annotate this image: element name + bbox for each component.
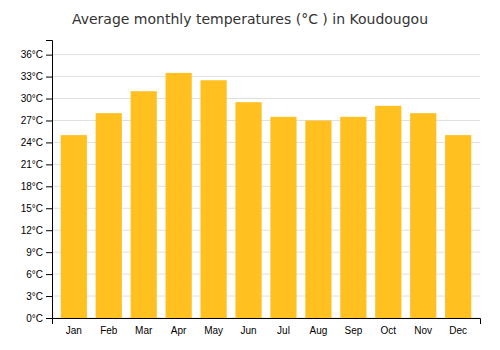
grid-line: [52, 76, 480, 77]
x-tick-label: Jun: [240, 325, 256, 336]
x-tick: Dec: [449, 325, 467, 336]
y-tick-label: 36°C: [21, 49, 43, 60]
x-tick: Nov: [414, 325, 432, 336]
x-tick: Apr: [171, 325, 187, 336]
chart-container: 0°C 3°C 6°C 9°C 12°C 15°C 18°C 21°C 24°C 27°C 30°C…: [0, 0, 500, 350]
x-tick: May: [204, 325, 223, 336]
y-tick-label: 30°C: [21, 93, 43, 104]
y-axis-line: [46, 41, 53, 319]
y-tick-mark: [46, 77, 52, 78]
y-tick-mark: [46, 296, 52, 297]
bar: [96, 113, 122, 318]
y-tick: 0°C: [26, 313, 52, 324]
y-tick-label: 24°C: [21, 137, 43, 148]
y-axis: 0°C 3°C 6°C 9°C 12°C 15°C 18°C 21°C 24°C 27°C 30°C…: [21, 41, 53, 324]
y-tick-mark: [46, 274, 52, 275]
y-tick: 3°C: [26, 291, 52, 302]
x-tick-label: Oct: [381, 325, 397, 336]
bar: [375, 106, 401, 318]
y-tick-label: 18°C: [21, 181, 43, 192]
y-tick-mark: [46, 164, 52, 165]
bars: [61, 73, 472, 318]
x-tick: Jul: [277, 325, 290, 336]
y-tick: 33°C: [21, 71, 52, 82]
y-tick: 18°C: [21, 181, 52, 192]
bar: [200, 80, 226, 318]
chart: 0°C 3°C 6°C 9°C 12°C 15°C 18°C 21°C 24°C 27°C 30°C…: [0, 0, 500, 350]
y-tick-label: 9°C: [26, 247, 43, 258]
x-tick: Mar: [135, 325, 153, 336]
y-tick-mark: [46, 142, 52, 143]
x-tick-label: Apr: [171, 325, 187, 336]
y-tick: 12°C: [21, 225, 52, 236]
y-tick: 24°C: [21, 137, 52, 148]
y-tick: 15°C: [21, 203, 52, 214]
y-tick-label: 33°C: [21, 71, 43, 82]
y-tick: 27°C: [21, 115, 52, 126]
bar: [131, 91, 157, 318]
y-tick-mark: [46, 99, 52, 100]
x-tick-label: Aug: [310, 325, 328, 336]
y-tick-mark: [46, 230, 52, 231]
x-axis: Jan Feb Mar Apr May Jun Jul Aug Sep Oct Nov Dec: [53, 319, 481, 337]
x-tick: Aug: [310, 325, 328, 336]
y-tick-mark: [46, 186, 52, 187]
y-tick-mark: [46, 208, 52, 209]
bar: [166, 73, 192, 318]
y-tick-label: 21°C: [21, 159, 43, 170]
x-axis-line: [53, 319, 481, 325]
y-tick-label: 12°C: [21, 225, 43, 236]
x-tick: Oct: [381, 325, 397, 336]
y-tick-label: 0°C: [26, 313, 43, 324]
grid-line: [52, 54, 480, 55]
bar: [235, 102, 261, 318]
grid: [52, 55, 480, 318]
y-tick: 9°C: [26, 247, 52, 258]
y-tick: 6°C: [26, 269, 52, 280]
y-tick-label: 3°C: [26, 291, 43, 302]
plot: 0°C 3°C 6°C 9°C 12°C 15°C 18°C 21°C 24°C 27°C 30°C…: [21, 41, 481, 337]
x-tick-label: Nov: [414, 325, 432, 336]
x-tick-label: Feb: [100, 325, 118, 336]
grid-line: [52, 98, 480, 99]
bar: [340, 117, 366, 318]
x-tick: Jun: [240, 325, 256, 336]
x-tick-label: Mar: [135, 325, 153, 336]
y-tick-mark: [46, 120, 52, 121]
title: Average monthly temperatures (°C ) in Ko…: [72, 11, 428, 27]
x-tick-label: Jan: [66, 325, 82, 336]
bar: [270, 117, 296, 318]
y-tick-mark: [46, 55, 52, 56]
y-tick-label: 27°C: [21, 115, 43, 126]
y-tick-mark: [46, 318, 52, 319]
bar: [445, 135, 471, 318]
bar: [61, 135, 87, 318]
x-tick-label: Jul: [277, 325, 290, 336]
y-tick-label: 15°C: [21, 203, 43, 214]
x-tick: Jan: [66, 325, 82, 336]
y-tick-mark: [46, 252, 52, 253]
x-tick-label: Dec: [449, 325, 467, 336]
x-tick-label: Sep: [344, 325, 362, 336]
x-tick-label: May: [204, 325, 223, 336]
y-tick: 30°C: [21, 93, 52, 104]
y-tick: 36°C: [21, 49, 52, 60]
bar: [305, 120, 331, 318]
bar: [410, 113, 436, 318]
x-tick: Feb: [100, 325, 118, 336]
y-tick-label: 6°C: [26, 269, 43, 280]
y-tick: 21°C: [21, 159, 52, 170]
x-tick: Sep: [344, 325, 362, 336]
